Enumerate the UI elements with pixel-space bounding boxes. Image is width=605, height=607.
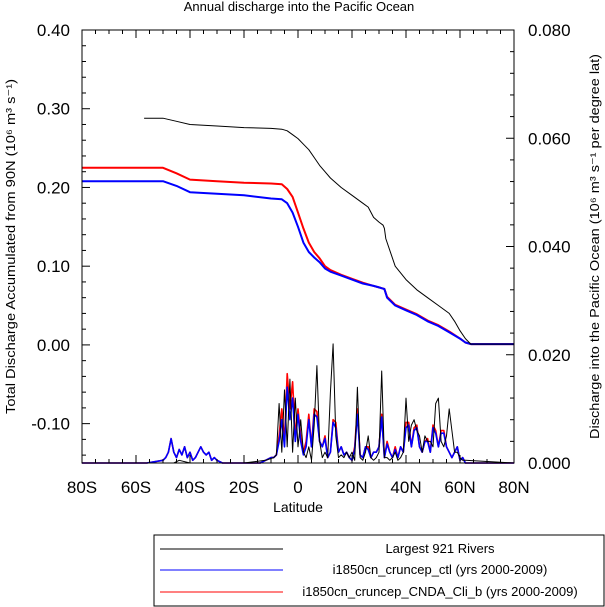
x-axis-label: Latitude xyxy=(273,499,323,515)
chart-title: Annual discharge into the Pacific Ocean xyxy=(184,0,415,14)
y-axis-right-label: Discharge into the Pacific Ocean (10⁶ m³… xyxy=(587,54,602,439)
series-largest-rivers-accumulated-line xyxy=(144,117,514,345)
y-right-tick-label: 0.060 xyxy=(528,129,571,148)
legend: Largest 921 Rivers i1850cn_cruncep_ctl (… xyxy=(153,534,605,607)
series-cnda-accumulated-line xyxy=(82,166,514,346)
y-left-tick-label: -0.10 xyxy=(31,415,70,434)
y-axis-left-label: Total Discharge Accumulated from 90N (10… xyxy=(3,79,18,414)
legend-label-ctl: i1850cn_cruncep_ctl (yrs 2000-2009) xyxy=(333,562,548,577)
y-left-tick-label: 0.20 xyxy=(37,178,70,197)
plot-frame xyxy=(81,29,515,464)
x-tick-label: 60S xyxy=(121,478,151,497)
series-largest-rivers-per-degree-line xyxy=(82,343,515,464)
y-left-tick-label: 0.10 xyxy=(37,257,70,276)
x-tick-label: 60N xyxy=(444,478,475,497)
legend-label-largest-rivers: Largest 921 Rivers xyxy=(385,541,495,556)
series-ctl-per-degree-line xyxy=(82,386,514,464)
y-left-tick-label: 0.40 xyxy=(37,21,70,40)
y-right-tick-label: 0.080 xyxy=(528,21,571,40)
x-tick-label: 80N xyxy=(498,478,529,497)
x-tick-label: 0 xyxy=(293,478,302,497)
y-right-tick-label: 0.020 xyxy=(528,346,571,365)
y-left-tick-label: 0.00 xyxy=(37,336,70,355)
series-layer xyxy=(82,117,515,464)
x-tick-label: 40N xyxy=(390,478,421,497)
x-tick-label: 20N xyxy=(336,478,367,497)
x-tick-label: 40S xyxy=(175,478,205,497)
legend-label-cnda: i1850cn_cruncep_CNDA_Cli_b (yrs 2000-200… xyxy=(302,584,577,599)
y-left-tick-label: 0.30 xyxy=(37,100,70,119)
y-right-tick-label: 0.040 xyxy=(528,238,571,257)
x-tick-label: 20S xyxy=(229,478,259,497)
ticks-layer: 80S 60S 40S 20S 0 20N 40N 60N 80N 0.40 0.30 0.20 0.1… xyxy=(31,21,570,497)
y-right-tick-label: 0.000 xyxy=(528,454,571,473)
x-tick-label: 80S xyxy=(67,478,97,497)
series-ctl-accumulated-line xyxy=(82,180,514,346)
